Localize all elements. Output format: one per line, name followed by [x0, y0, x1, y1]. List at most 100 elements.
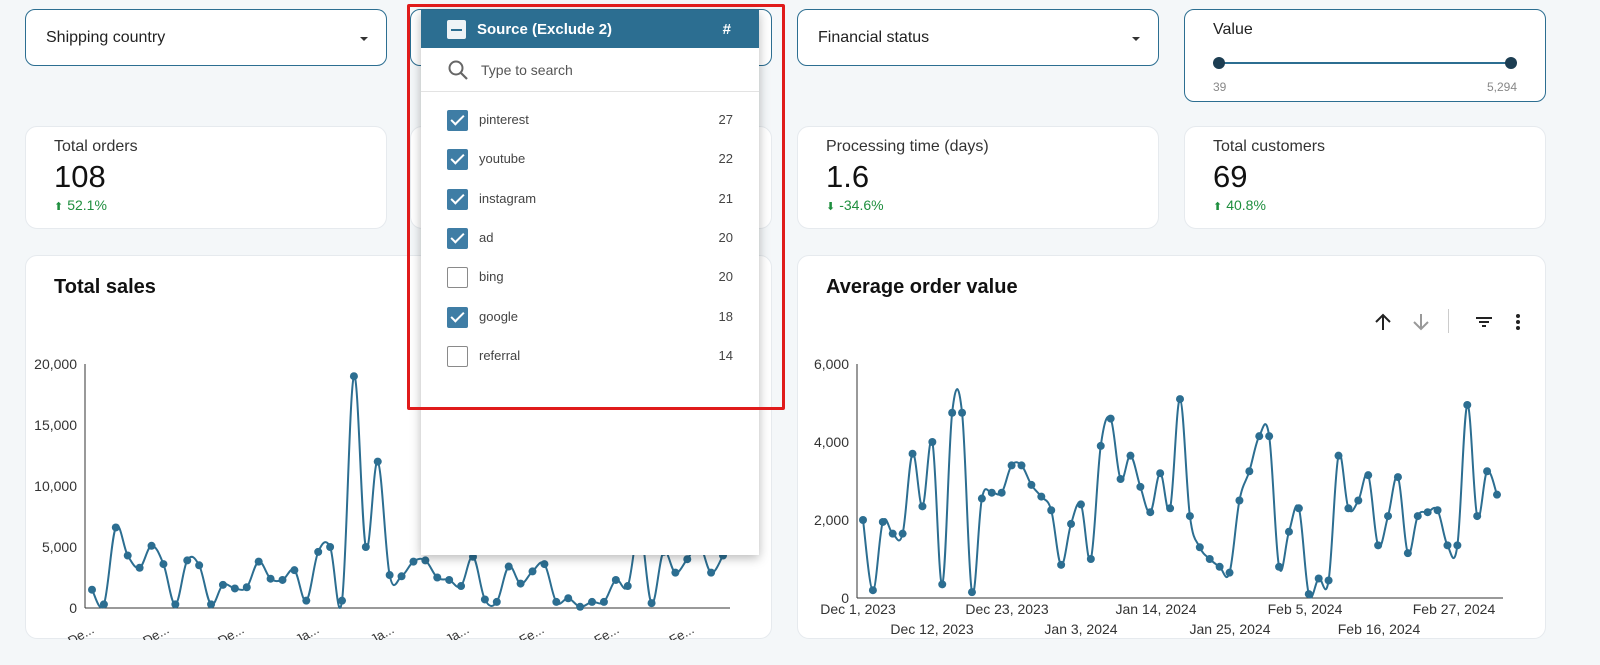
source-option-pinterest[interactable]: pinterest 27 — [421, 100, 759, 140]
data-point[interactable] — [898, 529, 907, 538]
financial-status-filter[interactable]: Financial status — [797, 9, 1159, 66]
data-point[interactable] — [1017, 461, 1026, 470]
data-point[interactable] — [242, 583, 251, 592]
data-point[interactable] — [1146, 508, 1155, 517]
data-point[interactable] — [671, 568, 680, 577]
data-point[interactable] — [878, 517, 887, 526]
data-point[interactable] — [171, 600, 180, 609]
data-point[interactable] — [1314, 574, 1323, 583]
data-point[interactable] — [1057, 560, 1066, 569]
data-point[interactable] — [1047, 506, 1056, 515]
data-point[interactable] — [1463, 400, 1472, 409]
checkbox-checked[interactable] — [447, 227, 468, 249]
data-point[interactable] — [967, 588, 976, 597]
data-point[interactable] — [123, 551, 132, 560]
data-point[interactable] — [1493, 490, 1501, 499]
source-option-referral[interactable]: referral 14 — [421, 336, 759, 376]
data-point[interactable] — [1215, 562, 1224, 571]
data-point[interactable] — [599, 597, 608, 606]
data-point[interactable] — [647, 599, 656, 608]
data-point[interactable] — [457, 582, 466, 591]
select-all-checkbox[interactable] — [447, 20, 466, 39]
data-point[interactable] — [938, 580, 947, 589]
data-point[interactable] — [1176, 395, 1184, 404]
data-point[interactable] — [958, 408, 967, 417]
data-point[interactable] — [948, 408, 957, 417]
data-point[interactable] — [302, 596, 311, 605]
range-slider-track[interactable] — [1219, 62, 1511, 64]
data-point[interactable] — [1483, 467, 1492, 476]
sort-descending-icon[interactable] — [1410, 311, 1432, 333]
data-point[interactable] — [409, 557, 418, 566]
data-point[interactable] — [397, 572, 406, 581]
data-point[interactable] — [1403, 549, 1412, 558]
data-point[interactable] — [1433, 506, 1442, 515]
data-point[interactable] — [99, 600, 108, 609]
data-point[interactable] — [433, 573, 442, 582]
data-point[interactable] — [338, 596, 347, 605]
source-option-google[interactable]: google 18 — [421, 297, 759, 337]
data-point[interactable] — [278, 575, 287, 584]
data-point[interactable] — [1027, 480, 1036, 489]
data-point[interactable] — [1393, 473, 1402, 482]
data-point[interactable] — [1116, 475, 1125, 484]
data-point[interactable] — [1076, 500, 1085, 509]
data-point[interactable] — [373, 457, 382, 466]
range-slider-min-handle[interactable] — [1213, 57, 1225, 69]
data-point[interactable] — [552, 597, 561, 606]
data-point[interactable] — [997, 488, 1006, 497]
shipping-country-filter[interactable]: Shipping country — [25, 9, 387, 66]
data-point[interactable] — [623, 582, 632, 591]
data-point[interactable] — [1294, 504, 1303, 513]
data-point[interactable] — [1413, 512, 1422, 521]
data-point[interactable] — [888, 529, 897, 538]
data-point[interactable] — [1136, 482, 1145, 491]
data-point[interactable] — [1235, 496, 1244, 505]
data-point[interactable] — [1304, 590, 1313, 599]
data-point[interactable] — [1284, 527, 1293, 536]
source-option-youtube[interactable]: youtube 22 — [421, 139, 759, 179]
data-point[interactable] — [928, 438, 937, 446]
data-point[interactable] — [1364, 471, 1373, 480]
checkbox-checked[interactable] — [447, 110, 468, 131]
checkbox-unchecked[interactable] — [447, 345, 468, 367]
value-range-filter[interactable]: Value 39 5,294 — [1184, 9, 1546, 102]
data-point[interactable] — [1205, 555, 1214, 563]
data-point[interactable] — [859, 516, 867, 524]
data-point[interactable] — [977, 494, 986, 503]
count-column-header[interactable]: # — [722, 21, 731, 38]
data-point[interactable] — [707, 568, 716, 577]
data-point[interactable] — [349, 372, 358, 381]
checkbox-checked[interactable] — [447, 306, 468, 328]
data-point[interactable] — [385, 571, 394, 580]
filter-icon[interactable] — [1473, 311, 1495, 333]
data-point[interactable] — [987, 488, 996, 497]
data-point[interactable] — [326, 543, 335, 551]
data-point[interactable] — [183, 556, 192, 565]
data-point[interactable] — [254, 557, 263, 566]
data-point[interactable] — [1384, 512, 1393, 521]
data-point[interactable] — [1275, 562, 1284, 571]
data-point[interactable] — [266, 574, 275, 583]
data-point[interactable] — [516, 579, 525, 588]
data-point[interactable] — [195, 561, 204, 570]
data-point[interactable] — [290, 566, 299, 575]
checkbox-unchecked[interactable] — [447, 267, 468, 289]
data-point[interactable] — [88, 585, 96, 594]
data-point[interactable] — [1007, 461, 1016, 470]
data-point[interactable] — [1245, 467, 1254, 476]
source-option-bing[interactable]: bing 20 — [421, 257, 759, 297]
data-point[interactable] — [1344, 504, 1353, 513]
data-point[interactable] — [868, 586, 877, 595]
data-point[interactable] — [421, 556, 430, 565]
data-point[interactable] — [1195, 543, 1204, 552]
data-point[interactable] — [611, 575, 620, 584]
data-point[interactable] — [361, 543, 370, 551]
data-point[interactable] — [1156, 469, 1165, 478]
data-point[interactable] — [683, 555, 692, 564]
data-point[interactable] — [1067, 519, 1076, 528]
data-point[interactable] — [528, 567, 537, 576]
data-point[interactable] — [908, 449, 917, 458]
more-options-icon[interactable] — [1515, 314, 1521, 332]
data-point[interactable] — [504, 562, 513, 571]
